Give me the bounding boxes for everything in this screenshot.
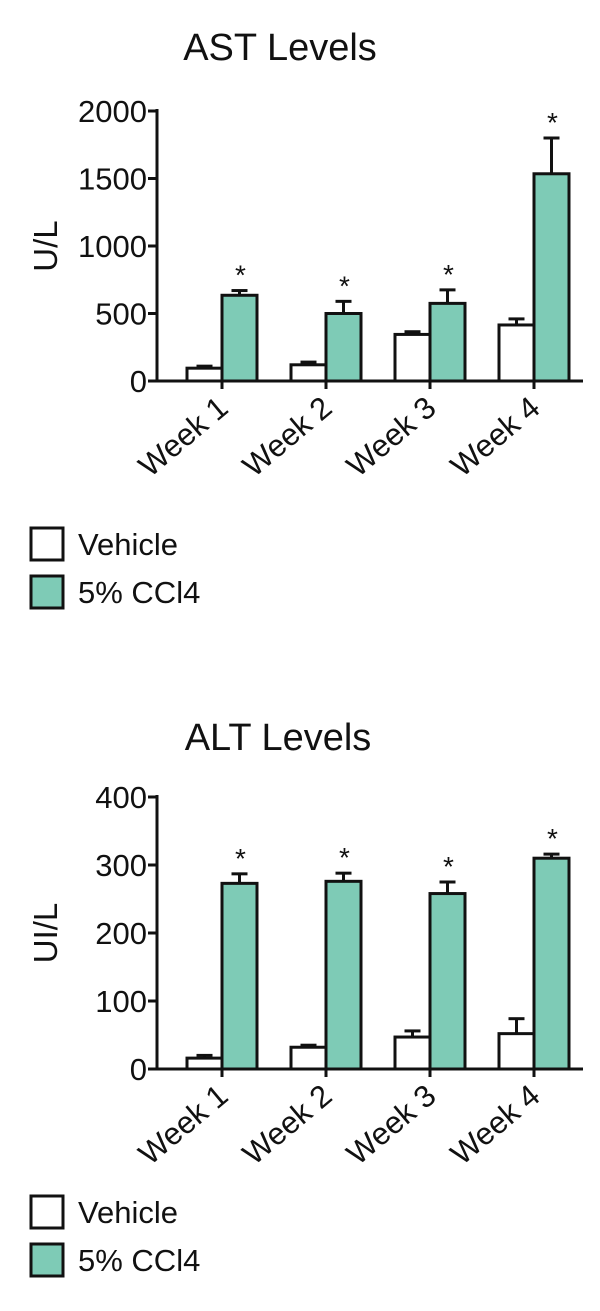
bar-ccl4 [324, 312, 363, 383]
legend-label: Vehicle [78, 527, 178, 562]
x-tick-label: Week 3 [340, 1078, 443, 1172]
chart-title: ALT Levels [185, 717, 372, 759]
bar-ccl4 [428, 301, 467, 383]
significance-star: * [443, 259, 454, 290]
x-tick-label: Week 3 [340, 390, 443, 484]
x-tick-label: Week 4 [444, 390, 547, 484]
bar-ccl4 [324, 879, 363, 1071]
legend-swatch-vehicle [29, 1194, 65, 1230]
alt-chart: ALT Levels UI/L 0 100 200 300 400 * Week 1 * Week … [27, 717, 583, 1278]
x-tick-label: Week 2 [236, 1078, 339, 1172]
bar-vehicle [185, 366, 224, 383]
bar-vehicle [289, 1045, 328, 1071]
bar-vehicle [185, 1056, 224, 1071]
bar-ccl4 [220, 881, 259, 1071]
y-tick-label: 500 [95, 297, 147, 332]
bar-vehicle [393, 332, 432, 383]
significance-star: * [235, 260, 246, 291]
bar-vehicle [497, 323, 536, 383]
x-tick-label: Week 1 [132, 390, 235, 484]
x-tick-label: Week 4 [444, 1078, 547, 1172]
legend-label: 5% CCl4 [78, 1243, 200, 1278]
y-axis-title: UI/L [27, 903, 64, 964]
y-tick-label: 200 [95, 916, 147, 951]
legend-swatch-vehicle [29, 526, 65, 562]
legend-swatch-ccl4 [29, 1242, 65, 1278]
x-tick-label: Week 1 [132, 1078, 235, 1172]
bar-vehicle [289, 363, 328, 383]
bar-ccl4 [220, 293, 259, 383]
y-tick-label: 100 [95, 984, 147, 1019]
significance-star: * [339, 270, 350, 301]
x-tick-label: Week 2 [236, 390, 339, 484]
significance-star: * [235, 843, 246, 874]
bar-vehicle [497, 1032, 536, 1071]
y-tick-label: 0 [130, 1052, 147, 1087]
bar-ccl4 [532, 172, 571, 383]
y-tick-label: 1500 [78, 162, 147, 197]
legend-swatch-ccl4 [29, 574, 65, 610]
bar-ccl4 [532, 856, 571, 1071]
ast-chart: AST Levels U/L 0 500 1000 1500 2000 * Week 1 * Wee… [27, 27, 583, 610]
y-tick-label: 2000 [78, 94, 147, 129]
bar-vehicle [393, 1035, 432, 1071]
significance-star: * [443, 851, 454, 882]
y-axis-title: U/L [27, 220, 64, 271]
y-tick-label: 1000 [78, 229, 147, 264]
significance-star: * [339, 842, 350, 873]
y-tick-label: 400 [95, 780, 147, 815]
legend-label: Vehicle [78, 1195, 178, 1230]
y-tick-label: 300 [95, 848, 147, 883]
bar-ccl4 [428, 892, 467, 1071]
significance-star: * [547, 107, 558, 138]
y-tick-label: 0 [130, 364, 147, 399]
legend-label: 5% CCl4 [78, 575, 200, 610]
significance-star: * [547, 823, 558, 854]
chart-title: AST Levels [183, 27, 377, 69]
